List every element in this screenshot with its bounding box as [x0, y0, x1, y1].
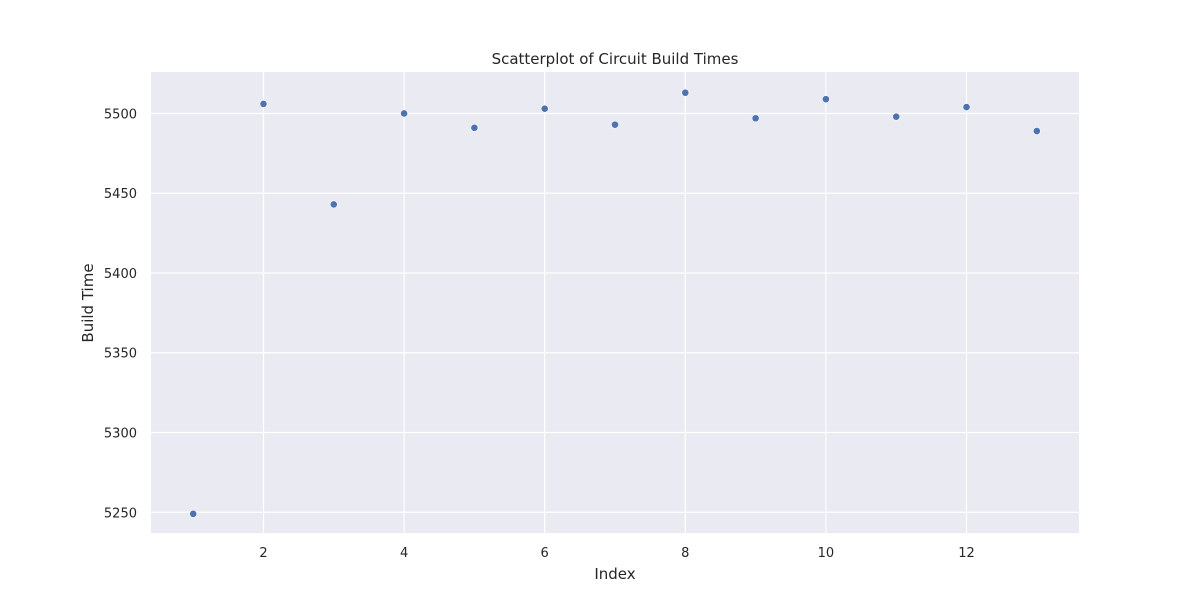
data-point: [962, 103, 971, 111]
x-axis-label: Index: [594, 565, 635, 583]
y-tick-label: 5350: [104, 347, 137, 362]
x-tick-label: 6: [541, 546, 549, 561]
data-point: [470, 123, 479, 132]
data-point: [400, 109, 408, 118]
y-tick-label: 5250: [104, 506, 137, 521]
y-tick-label: 5400: [104, 267, 137, 282]
y-tick-label: 5450: [104, 187, 137, 202]
grid-lines: [151, 72, 1079, 533]
y-tick-label: 5500: [104, 107, 137, 122]
x-tick-label: 12: [958, 546, 975, 561]
x-tick-label: 8: [681, 546, 689, 561]
y-tick-label: 5300: [104, 427, 137, 442]
data-point: [329, 200, 338, 209]
plot-area: [151, 72, 1079, 533]
chart-title: Scatterplot of Circuit Build Times: [492, 50, 739, 68]
x-tick-label: 2: [259, 546, 267, 561]
y-tick-labels: 5250 5300 5350 5400 5450 5500: [104, 107, 137, 521]
data-point: [892, 112, 901, 121]
data-point: [259, 100, 268, 108]
data-point: [822, 95, 830, 104]
data-point: [681, 88, 690, 97]
data-points: [189, 88, 1041, 518]
x-tick-label: 10: [818, 546, 835, 561]
data-point: [189, 509, 198, 518]
y-axis-label: Build Time: [79, 263, 97, 342]
x-tick-label: 4: [400, 546, 408, 561]
data-point: [540, 104, 549, 113]
x-tick-labels: 2 4 6 8 10 12: [259, 546, 974, 561]
data-point: [751, 114, 760, 123]
data-point: [611, 120, 619, 129]
data-point: [1032, 127, 1041, 135]
